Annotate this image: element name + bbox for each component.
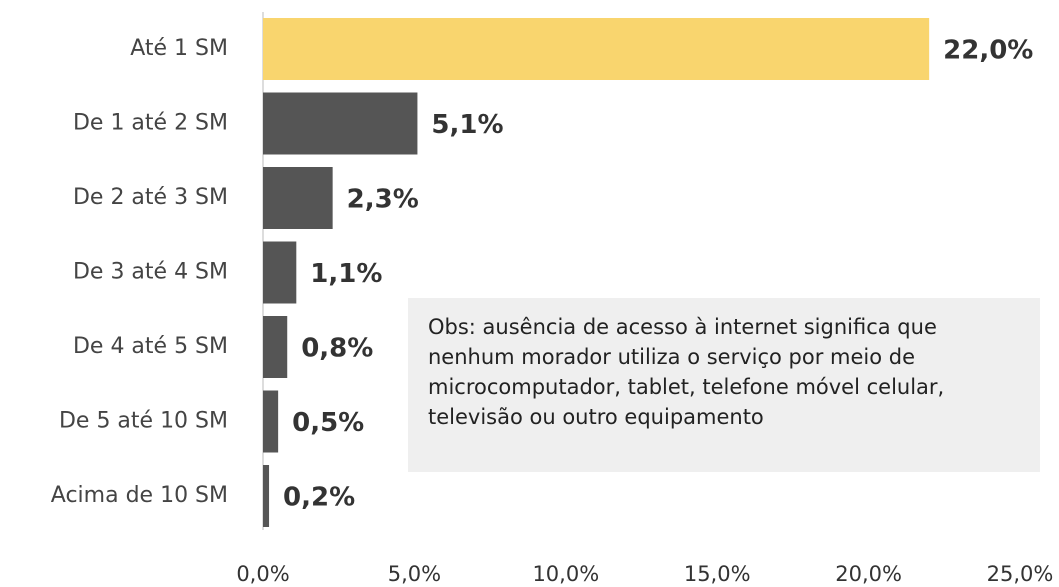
value-label: 22,0% bbox=[943, 36, 1033, 66]
y-tick-label: De 4 até 5 SM bbox=[73, 334, 228, 359]
bar bbox=[263, 92, 418, 155]
value-label: 2,3% bbox=[347, 185, 419, 215]
value-label: 0,8% bbox=[301, 334, 373, 364]
y-tick-label: De 1 até 2 SM bbox=[73, 111, 228, 136]
value-label: 0,5% bbox=[292, 408, 364, 438]
bar bbox=[263, 18, 930, 80]
y-tick-label: Até 1 SM bbox=[130, 36, 228, 61]
value-label: 5,1% bbox=[431, 110, 503, 140]
x-tick-label: 10,0% bbox=[532, 562, 599, 586]
bar bbox=[263, 316, 288, 378]
value-label: 1,1% bbox=[310, 259, 382, 289]
x-tick-label: 20,0% bbox=[835, 562, 902, 586]
x-tick-label: 0,0% bbox=[236, 562, 289, 586]
y-tick-label: De 5 até 10 SM bbox=[59, 409, 228, 434]
y-tick-label: De 3 até 4 SM bbox=[73, 260, 228, 285]
bar bbox=[263, 465, 270, 527]
bar bbox=[263, 241, 297, 304]
y-tick-label: De 2 até 3 SM bbox=[73, 185, 228, 210]
value-label: 0,2% bbox=[283, 483, 355, 513]
bar bbox=[263, 390, 279, 453]
x-tick-label: 15,0% bbox=[684, 562, 751, 586]
x-tick-label: 5,0% bbox=[388, 562, 441, 586]
annotation: Obs: ausência de acesso à internet signi… bbox=[408, 298, 1040, 472]
bar bbox=[263, 167, 333, 229]
x-tick-label: 25,0% bbox=[987, 562, 1054, 586]
y-tick-label: Acima de 10 SM bbox=[51, 483, 228, 508]
